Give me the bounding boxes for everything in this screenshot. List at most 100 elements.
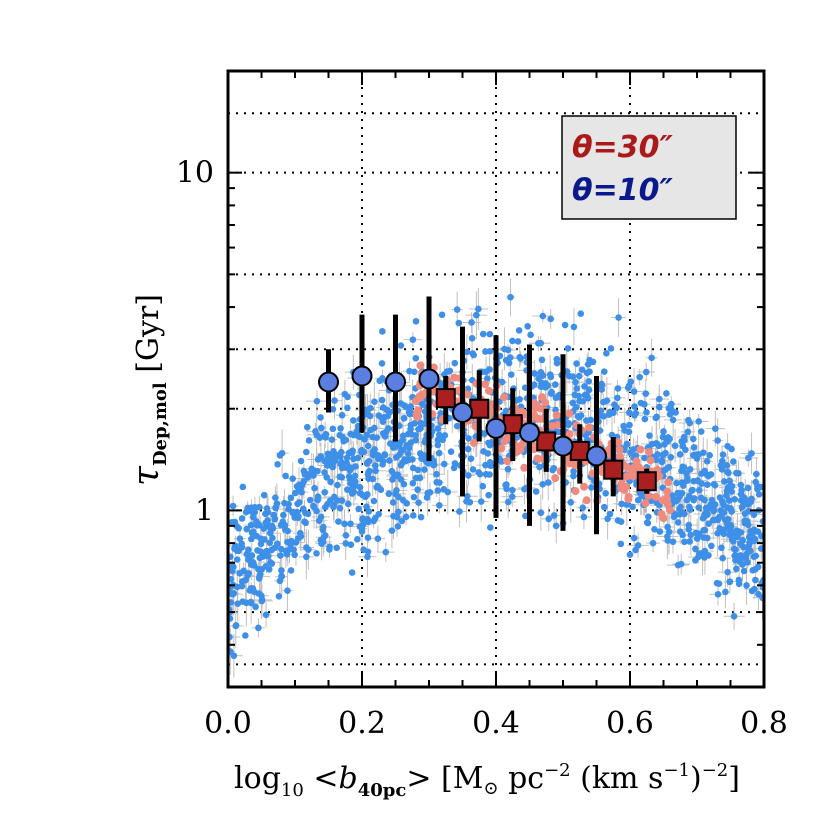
data-point-theta-10 <box>728 482 736 490</box>
data-point-theta-10 <box>440 486 448 493</box>
data-point-theta-30 <box>657 510 666 519</box>
data-point-theta-10 <box>228 575 235 583</box>
data-point-theta-30 <box>582 496 591 505</box>
data-point-theta-30 <box>634 463 643 472</box>
data-point-theta-10 <box>397 461 405 469</box>
data-point-theta-10 <box>402 513 410 521</box>
data-point-theta-10 <box>397 342 405 349</box>
data-point-theta-10 <box>654 451 661 458</box>
y-tick-label: 1 <box>195 493 214 528</box>
data-point-theta-10 <box>715 580 723 587</box>
data-point-theta-10 <box>469 350 477 357</box>
data-point-theta-10 <box>252 603 259 611</box>
data-point-theta-10 <box>347 520 354 528</box>
data-point-theta-10 <box>741 510 749 518</box>
data-point-theta-30 <box>664 478 673 487</box>
data-point-theta-10 <box>706 452 713 459</box>
data-point-theta-10 <box>464 445 472 453</box>
data-point-theta-10 <box>686 465 694 473</box>
data-point-theta-10 <box>348 450 356 457</box>
data-point-theta-10 <box>352 463 359 470</box>
data-point-theta-10 <box>517 355 524 362</box>
data-point-theta-10 <box>687 531 695 539</box>
data-point-theta-10 <box>378 396 386 404</box>
data-point-theta-10 <box>530 381 538 389</box>
data-point-theta-10 <box>755 490 763 498</box>
data-point-theta-10 <box>268 560 276 567</box>
data-point-theta-10 <box>678 467 685 475</box>
data-point-theta-10 <box>251 588 258 596</box>
data-point-theta-10 <box>239 483 247 491</box>
data-point-theta-10 <box>603 397 611 405</box>
data-point-theta-10 <box>642 390 650 397</box>
data-point-theta-10 <box>743 582 750 589</box>
data-point-theta-10 <box>247 521 255 529</box>
data-point-theta-10 <box>473 311 480 319</box>
data-point-theta-10 <box>334 481 341 489</box>
data-point-theta-10 <box>293 508 301 516</box>
data-point-theta-10 <box>419 401 427 408</box>
data-point-theta-30 <box>616 452 625 461</box>
binned-circle-theta-10 <box>485 417 507 439</box>
data-point-theta-10 <box>726 578 734 585</box>
data-point-theta-10 <box>351 472 359 480</box>
data-point-theta-30 <box>548 421 557 430</box>
data-point-theta-10 <box>279 518 287 526</box>
data-point-theta-10 <box>311 484 318 492</box>
data-point-theta-30 <box>651 492 660 501</box>
data-point-theta-10 <box>690 477 697 485</box>
data-point-theta-10 <box>648 354 655 362</box>
data-point-theta-10 <box>337 425 344 432</box>
data-point-theta-10 <box>600 368 608 375</box>
data-point-theta-10 <box>409 464 417 472</box>
data-point-theta-10 <box>394 523 402 530</box>
data-point-theta-10 <box>302 519 309 527</box>
data-point-theta-10 <box>266 539 274 547</box>
data-point-theta-10 <box>230 563 237 571</box>
data-point-theta-10 <box>282 526 289 533</box>
data-point-theta-10 <box>508 493 516 500</box>
data-point-theta-10 <box>659 451 667 459</box>
data-point-theta-10 <box>369 433 376 441</box>
data-point-theta-10 <box>486 441 494 449</box>
data-point-theta-10 <box>743 498 751 506</box>
data-point-theta-10 <box>262 510 269 518</box>
binned-square-theta-30 <box>435 388 456 409</box>
data-point-theta-10 <box>463 348 471 356</box>
data-point-theta-10 <box>379 461 386 468</box>
data-point-theta-10 <box>671 442 679 450</box>
data-point-theta-10 <box>468 319 475 326</box>
data-point-theta-10 <box>707 471 715 478</box>
data-point-theta-10 <box>294 500 301 508</box>
data-point-theta-10 <box>260 491 268 499</box>
data-point-theta-10 <box>569 373 577 380</box>
data-point-theta-10 <box>754 563 762 571</box>
binned-circle-theta-10 <box>552 435 574 457</box>
data-point-theta-10 <box>527 331 534 339</box>
data-point-theta-10 <box>692 545 699 553</box>
data-point-theta-10 <box>443 368 451 375</box>
x-tick-label: 0.8 <box>740 706 788 741</box>
data-point-theta-10 <box>752 478 759 486</box>
data-point-theta-10 <box>408 430 415 438</box>
data-point-theta-10 <box>617 540 625 548</box>
data-point-theta-10 <box>504 498 512 506</box>
data-point-theta-10 <box>577 310 585 317</box>
data-point-theta-10 <box>614 385 622 392</box>
data-point-theta-10 <box>745 454 752 462</box>
data-point-theta-10 <box>683 496 691 504</box>
data-point-theta-10 <box>389 476 396 483</box>
data-point-theta-10 <box>655 442 663 450</box>
data-point-theta-10 <box>561 321 569 329</box>
data-point-theta-10 <box>289 475 296 482</box>
data-point-theta-10 <box>703 458 711 465</box>
data-point-theta-10 <box>328 436 336 444</box>
data-point-theta-10 <box>291 489 299 497</box>
data-point-theta-10 <box>506 354 514 361</box>
data-point-theta-10 <box>720 478 728 485</box>
data-point-theta-10 <box>656 403 663 411</box>
data-point-theta-10 <box>710 507 717 515</box>
data-point-theta-10 <box>329 425 337 433</box>
data-point-theta-30 <box>571 461 580 470</box>
data-point-theta-30 <box>636 445 645 454</box>
